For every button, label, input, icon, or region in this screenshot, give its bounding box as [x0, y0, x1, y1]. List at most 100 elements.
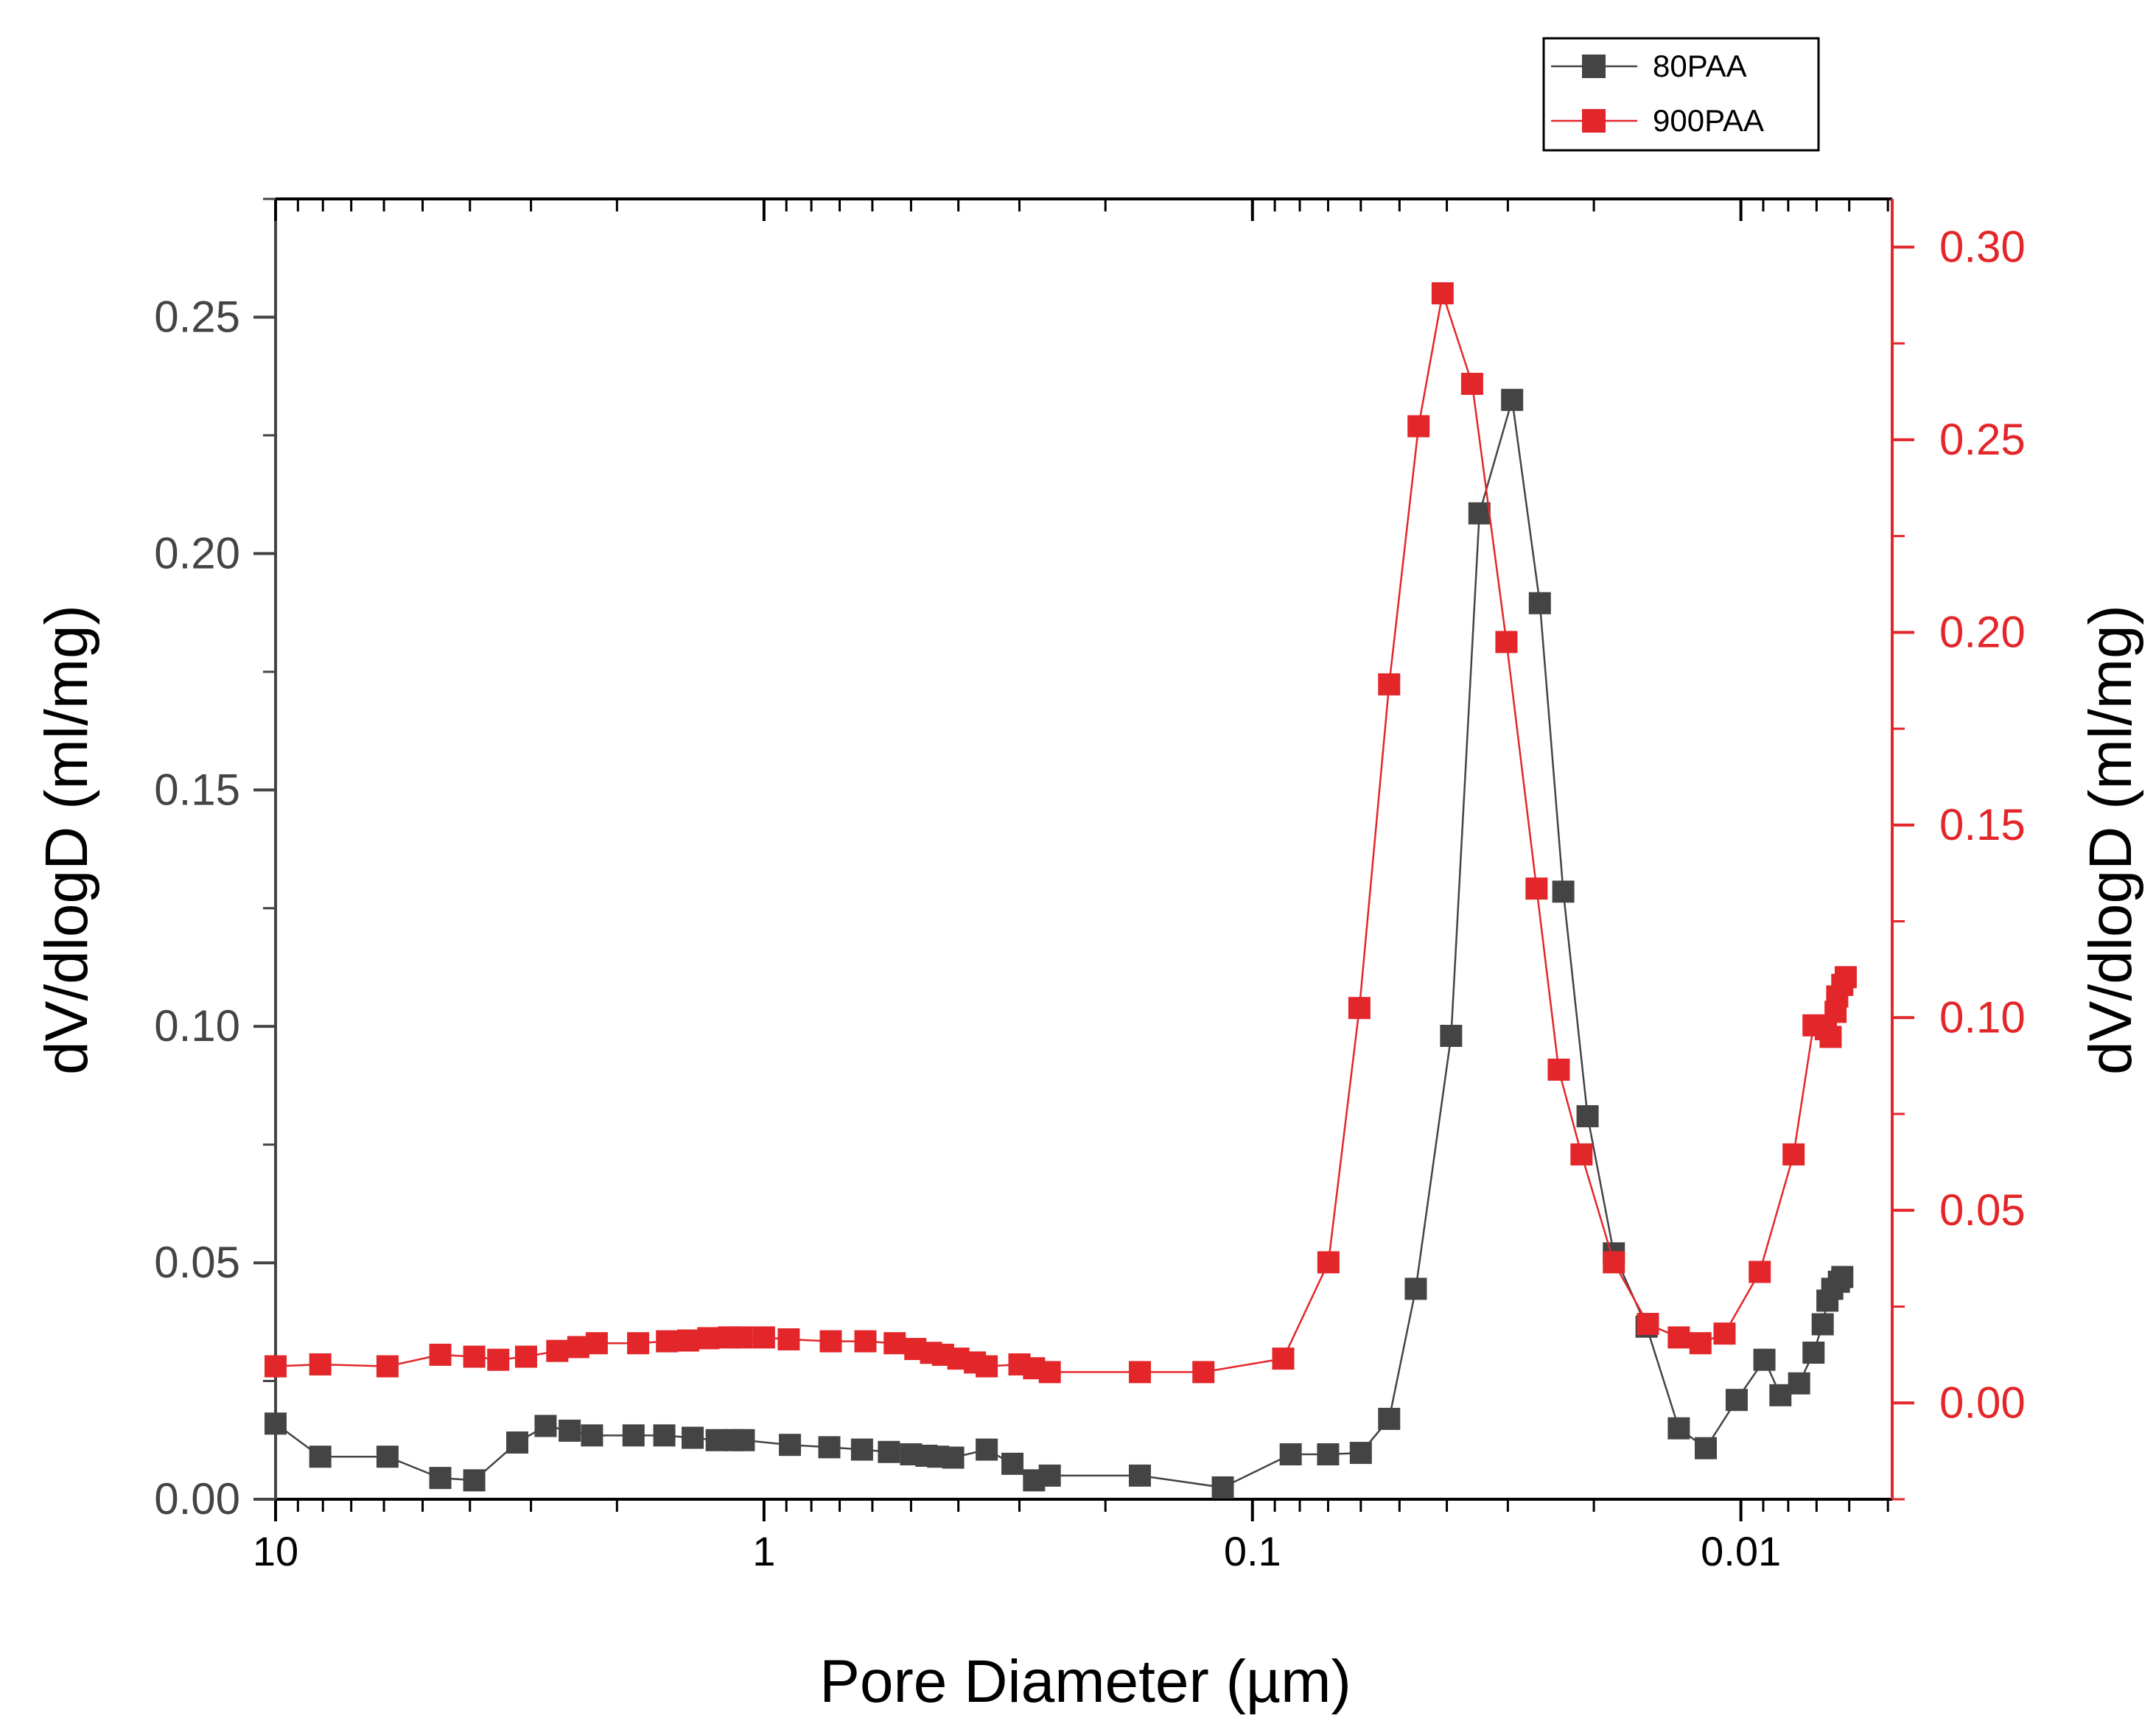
legend-entry-900paa: 900PAA [1551, 103, 1764, 138]
data-point-80paa [850, 1438, 873, 1461]
data-point-900paa [309, 1353, 332, 1375]
data-point-80paa [463, 1469, 486, 1492]
left-y-tick-label: 0.25 [154, 292, 240, 341]
axes: 10 1 0.1 0.01 0.00 0.05 0.10 0.15 0.20 0.25 0.00 0.… [154, 197, 2026, 1574]
data-point-900paa [1192, 1361, 1215, 1384]
data-point-80paa [1404, 1277, 1427, 1300]
data-point-80paa [818, 1436, 841, 1459]
data-point-900paa [854, 1330, 877, 1353]
x-tick-label: 0.01 [1701, 1528, 1781, 1574]
series-80paa [265, 388, 1854, 1499]
left-y-tick-label: 0.05 [154, 1238, 240, 1287]
data-point-900paa [1038, 1361, 1061, 1384]
data-point-900paa [676, 1329, 699, 1352]
data-point-80paa [376, 1445, 399, 1468]
data-point-80paa [1753, 1348, 1776, 1371]
right-y-tick-label: 0.10 [1939, 992, 2026, 1042]
data-point-80paa [1317, 1443, 1340, 1466]
data-point-80paa [1279, 1443, 1302, 1466]
data-series [265, 282, 1857, 1499]
data-point-900paa [1570, 1143, 1593, 1166]
legend-label-80paa: 80PAA [1653, 49, 1747, 83]
data-point-900paa [752, 1326, 775, 1349]
data-point-900paa [1348, 997, 1371, 1020]
data-point-80paa [1001, 1452, 1024, 1475]
data-point-80paa [1811, 1313, 1834, 1336]
data-point-900paa [463, 1345, 486, 1368]
data-point-80paa [559, 1419, 581, 1442]
data-point-80paa [682, 1426, 704, 1449]
data-point-900paa [1819, 1026, 1842, 1048]
data-point-900paa [976, 1355, 998, 1378]
data-point-900paa [1713, 1322, 1736, 1345]
x-tick-label: 0.1 [1224, 1528, 1281, 1574]
data-point-900paa [514, 1345, 537, 1368]
x-tick-label: 10 [253, 1528, 298, 1574]
data-point-900paa [1272, 1347, 1295, 1370]
data-point-80paa [1211, 1476, 1234, 1499]
data-point-80paa [581, 1424, 603, 1447]
data-point-80paa [1038, 1464, 1061, 1487]
data-point-80paa [1440, 1025, 1463, 1048]
legend-marker-80paa [1582, 55, 1606, 78]
data-point-900paa [1689, 1332, 1712, 1355]
data-point-80paa [1802, 1342, 1825, 1364]
data-point-900paa [429, 1343, 452, 1366]
data-point-900paa [656, 1330, 679, 1353]
x-axis-title: Pore Diameter (µm) [819, 1648, 1351, 1715]
right-y-tick-label: 0.05 [1939, 1185, 2026, 1235]
series-900paa [265, 282, 1857, 1384]
data-point-80paa [1831, 1266, 1854, 1289]
left-y-axis-title: dV/dlogD (ml/mg) [33, 605, 100, 1075]
data-point-900paa [730, 1326, 753, 1349]
data-point-900paa [627, 1332, 650, 1355]
data-point-80paa [779, 1434, 802, 1457]
right-y-axis-title: dV/dlogD (ml/mg) [2077, 605, 2144, 1075]
data-point-900paa [1495, 631, 1518, 653]
data-point-80paa [1552, 880, 1575, 903]
data-point-80paa [942, 1446, 965, 1469]
data-point-900paa [585, 1332, 608, 1355]
data-point-80paa [1501, 388, 1524, 411]
left-y-tick-label: 0.00 [154, 1474, 240, 1524]
data-point-80paa [1788, 1372, 1810, 1395]
data-point-900paa [1603, 1251, 1625, 1274]
data-point-80paa [265, 1412, 287, 1435]
data-point-900paa [1749, 1261, 1771, 1283]
data-point-900paa [819, 1330, 842, 1353]
data-point-900paa [546, 1339, 569, 1362]
data-point-900paa [1128, 1361, 1151, 1384]
data-point-80paa [653, 1424, 676, 1447]
data-point-900paa [1431, 282, 1454, 305]
data-point-900paa [1547, 1058, 1570, 1081]
data-point-80paa [1378, 1407, 1401, 1430]
legend-entry-80paa: 80PAA [1551, 49, 1747, 83]
data-point-80paa [1769, 1384, 1792, 1406]
data-point-80paa [1128, 1464, 1151, 1487]
legend-label-900paa: 900PAA [1653, 103, 1764, 138]
x-tick-label: 1 [752, 1528, 775, 1574]
data-point-900paa [1637, 1313, 1659, 1336]
data-point-900paa [1667, 1326, 1690, 1349]
data-point-900paa [376, 1355, 399, 1378]
data-point-900paa [1378, 673, 1401, 695]
right-y-tick-label: 0.00 [1939, 1378, 2026, 1427]
left-y-tick-label: 0.10 [154, 1001, 240, 1051]
data-point-80paa [878, 1440, 900, 1463]
left-y-tick-label: 0.20 [154, 528, 240, 578]
data-point-80paa [534, 1415, 557, 1437]
left-y-tick-label: 0.15 [154, 765, 240, 814]
data-point-80paa [1576, 1105, 1599, 1128]
data-point-900paa [1460, 373, 1483, 396]
data-point-80paa [732, 1429, 755, 1451]
legend-marker-900paa [1582, 109, 1606, 133]
data-point-80paa [1694, 1437, 1717, 1459]
data-point-80paa [1667, 1417, 1690, 1440]
right-y-tick-label: 0.15 [1939, 800, 2026, 849]
data-point-900paa [883, 1332, 906, 1355]
legend: 80PAA 900PAA [1542, 37, 1820, 152]
data-point-80paa [1528, 592, 1551, 614]
data-point-900paa [777, 1328, 800, 1350]
data-point-900paa [697, 1327, 720, 1350]
